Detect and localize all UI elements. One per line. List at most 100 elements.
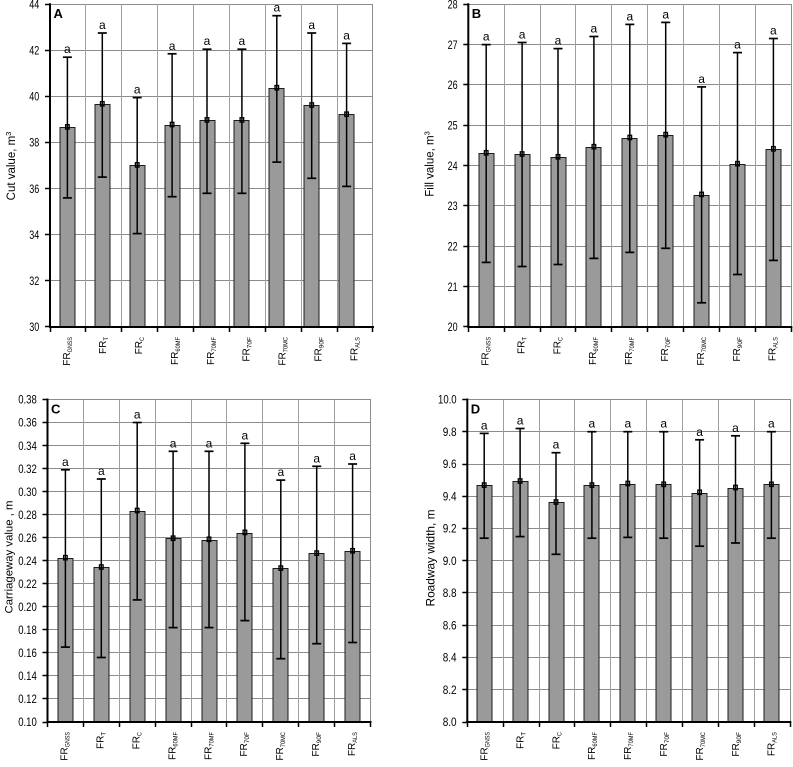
svg-text:Carriageway value , m: Carriageway value , m [4, 501, 16, 614]
svg-text:8.4: 8.4 [443, 651, 457, 665]
svg-text:a: a [555, 34, 562, 48]
svg-text:FR70F: FR70F [242, 337, 254, 362]
svg-text:a: a [517, 414, 524, 428]
svg-text:FR70MF: FR70MF [623, 732, 635, 760]
svg-text:FRALS: FRALS [768, 336, 780, 361]
svg-text:FRALS: FRALS [349, 336, 361, 361]
svg-text:a: a [660, 417, 667, 431]
svg-text:34: 34 [29, 228, 39, 242]
svg-text:a: a [481, 418, 488, 432]
svg-text:a: a [589, 417, 596, 431]
svg-text:Roadway width, m: Roadway width, m [424, 510, 438, 607]
svg-text:FR70F: FR70F [659, 732, 671, 757]
svg-text:a: a [768, 417, 775, 431]
svg-text:FRALS: FRALS [767, 731, 779, 756]
svg-text:a: a [277, 465, 284, 479]
svg-text:FR70F: FR70F [239, 732, 251, 757]
svg-text:FR90F: FR90F [314, 337, 326, 362]
svg-text:a: a [99, 18, 106, 32]
svg-text:32: 32 [29, 274, 39, 288]
svg-text:40: 40 [29, 90, 39, 104]
svg-text:a: a [624, 417, 631, 431]
svg-text:D: D [471, 401, 480, 416]
svg-text:FR60MF: FR60MF [587, 732, 599, 760]
svg-text:FR90F: FR90F [732, 337, 744, 362]
svg-text:a: a [770, 24, 777, 38]
svg-text:0.18: 0.18 [18, 623, 37, 637]
svg-text:A: A [54, 6, 64, 21]
svg-text:8.6: 8.6 [443, 619, 457, 633]
svg-text:FR60MF: FR60MF [167, 732, 179, 760]
svg-text:0.32: 0.32 [18, 462, 37, 476]
svg-text:8.2: 8.2 [443, 683, 457, 697]
svg-text:0.22: 0.22 [18, 577, 37, 591]
svg-text:9.8: 9.8 [443, 425, 457, 439]
svg-text:a: a [591, 22, 598, 36]
svg-text:0.24: 0.24 [18, 554, 37, 568]
svg-text:22: 22 [448, 240, 458, 254]
svg-text:a: a [698, 72, 705, 86]
svg-text:a: a [343, 28, 350, 42]
svg-text:20: 20 [448, 320, 458, 334]
svg-text:0.30: 0.30 [18, 485, 37, 499]
svg-text:8.8: 8.8 [443, 586, 457, 600]
svg-text:8.0: 8.0 [443, 715, 457, 729]
svg-text:FRGNSS: FRGNSS [480, 731, 492, 760]
svg-text:a: a [206, 436, 213, 450]
svg-text:0.10: 0.10 [18, 715, 37, 729]
svg-text:FR70MF: FR70MF [203, 732, 215, 760]
svg-text:a: a [313, 451, 320, 465]
svg-text:a: a [170, 436, 177, 450]
svg-text:FRT: FRT [516, 337, 528, 354]
svg-text:0.36: 0.36 [18, 416, 37, 430]
svg-text:10.0: 10.0 [438, 393, 457, 407]
svg-text:a: a [64, 42, 71, 56]
svg-text:FR70F: FR70F [660, 337, 672, 362]
svg-text:FR70MC: FR70MC [278, 337, 290, 366]
svg-text:30: 30 [29, 320, 39, 334]
svg-text:FRT: FRT [98, 337, 110, 354]
svg-text:a: a [519, 28, 526, 42]
svg-text:24: 24 [448, 159, 458, 173]
svg-text:0.14: 0.14 [18, 669, 37, 683]
svg-text:0.38: 0.38 [18, 393, 37, 407]
svg-text:a: a [273, 1, 280, 15]
svg-text:23: 23 [448, 199, 458, 213]
svg-text:28: 28 [448, 0, 458, 11]
svg-text:a: a [134, 83, 141, 97]
svg-text:FRALS: FRALS [347, 731, 359, 756]
svg-text:FRC: FRC [132, 732, 144, 750]
svg-text:a: a [732, 421, 739, 435]
svg-text:26: 26 [448, 78, 458, 92]
svg-text:B: B [472, 6, 481, 21]
svg-text:a: a [734, 38, 741, 52]
svg-text:a: a [308, 18, 315, 32]
svg-text:a: a [169, 39, 176, 53]
svg-text:21: 21 [448, 280, 458, 294]
svg-text:FR70MF: FR70MF [206, 337, 218, 365]
svg-text:a: a [553, 438, 560, 452]
svg-text:27: 27 [448, 38, 458, 52]
svg-text:0.26: 0.26 [18, 531, 37, 545]
svg-text:Fill value, m3: Fill value, m3 [423, 131, 437, 197]
svg-text:a: a [98, 464, 105, 478]
svg-text:a: a [696, 425, 703, 439]
svg-text:a: a [349, 449, 356, 463]
svg-text:0.16: 0.16 [18, 646, 37, 660]
svg-text:9.4: 9.4 [443, 489, 457, 503]
svg-text:C: C [51, 401, 61, 416]
svg-text:FRT: FRT [96, 732, 108, 749]
svg-text:44: 44 [29, 0, 39, 11]
svg-text:25: 25 [448, 119, 458, 133]
svg-text:FRT: FRT [515, 732, 527, 749]
svg-text:9.2: 9.2 [443, 522, 457, 536]
svg-text:FRGNSS: FRGNSS [60, 731, 72, 760]
svg-text:0.12: 0.12 [18, 692, 37, 706]
svg-text:a: a [62, 455, 69, 469]
svg-text:9.0: 9.0 [443, 554, 457, 568]
svg-text:FRGNSS: FRGNSS [481, 336, 493, 365]
svg-text:FR60MF: FR60MF [170, 337, 182, 365]
svg-text:a: a [662, 7, 669, 21]
svg-text:FR70MF: FR70MF [624, 337, 636, 365]
svg-text:FRC: FRC [551, 732, 563, 750]
